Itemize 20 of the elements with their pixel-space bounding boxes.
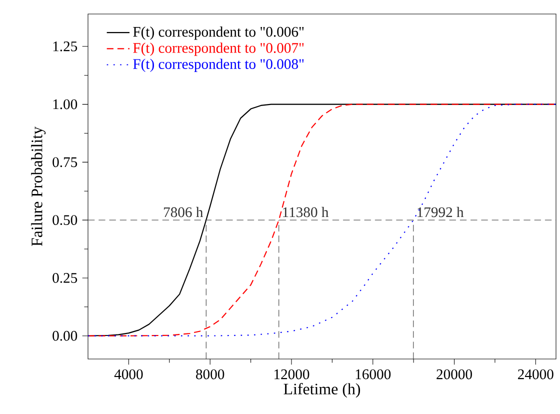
legend-label: F(t) correspondent to "0.007" (133, 42, 304, 56)
legend-label: F(t) correspondent to "0.008" (133, 58, 304, 72)
x-axis-title: Lifetime (h) (284, 383, 360, 398)
ref-line-label: 11380 h (283, 206, 329, 218)
y-tick-label: 1.25 (53, 41, 78, 52)
x-tick-label: 12000 (274, 369, 310, 380)
y-tick-label: 0.25 (52, 273, 78, 283)
x-tick-label: 20000 (436, 369, 472, 380)
y-tick-label: 1.00 (53, 99, 78, 110)
y-tick-label: 0.50 (52, 215, 78, 226)
x-tick-label: 4000 (114, 369, 143, 380)
x-tick-label: 16000 (356, 369, 391, 380)
x-tick-label: 24000 (518, 369, 554, 380)
ref-line-label: 7806 h (164, 206, 204, 218)
y-axis-title: Failure Probability (31, 126, 46, 246)
legend-label: F(t) correspondent to "0.006" (133, 26, 304, 40)
y-tick-label: 0.75 (52, 157, 78, 168)
x-tick-label: 8000 (196, 369, 224, 380)
y-tick-label: 0.00 (52, 330, 78, 341)
ref-line-label: 17992 h (418, 206, 464, 218)
